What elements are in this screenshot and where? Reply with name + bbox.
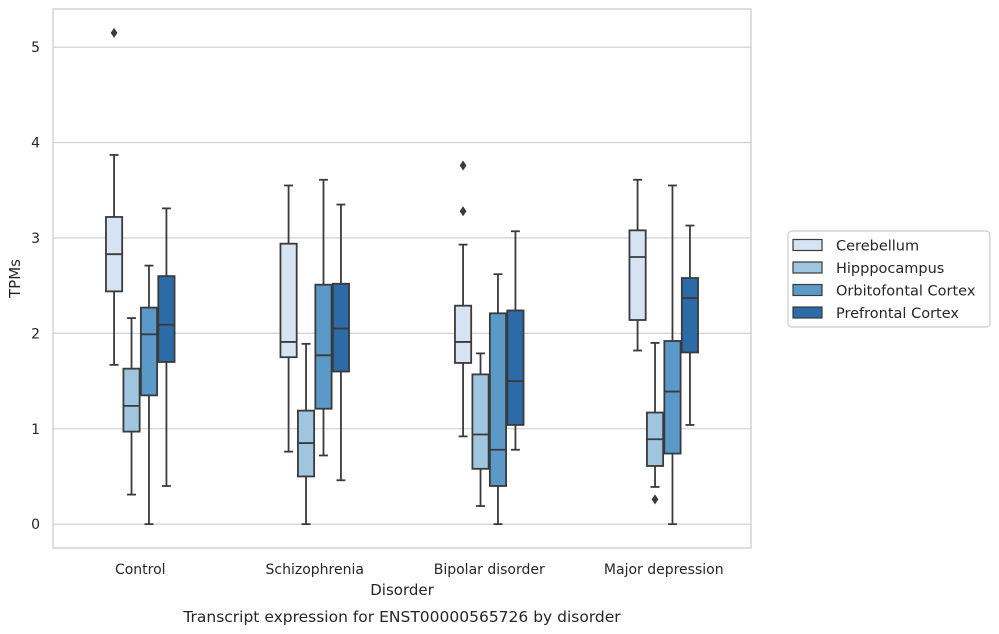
box-3-2: [663, 184, 682, 526]
box-iqr: [314, 283, 333, 410]
box-iqr: [454, 304, 473, 364]
outlier-point: [651, 494, 659, 505]
box-1-3: [331, 203, 350, 482]
legend-frame: [787, 230, 991, 328]
outlier-point: [459, 160, 467, 171]
y-tick-label: 3: [31, 231, 40, 247]
box-2-0: [454, 160, 473, 438]
legend-swatch: [792, 261, 823, 274]
legend-label: Prefrontal Cortex: [836, 306, 959, 322]
box-iqr: [122, 367, 141, 433]
box-2-2: [488, 273, 507, 526]
box-3-3: [680, 224, 699, 426]
legend-label: Orbitofontal Cortex: [836, 284, 976, 300]
box-iqr: [157, 275, 176, 363]
legend-swatch: [792, 283, 823, 297]
box-iqr: [506, 309, 525, 426]
x-tick-label: Schizophrenia: [266, 562, 364, 578]
legend-swatch: [792, 306, 823, 319]
outlier-point: [110, 27, 118, 38]
chart-caption: Transcript expression for ENST0000056572…: [182, 608, 621, 626]
legend: Cerebellum Hipppocampus Orbitofontal Corte…: [787, 230, 991, 328]
y-tick-labels: 0 1 2 3 4 5: [31, 40, 40, 533]
box-0-2: [139, 264, 158, 526]
box-1-1: [297, 342, 316, 526]
box-iqr: [471, 373, 490, 470]
box-iqr: [663, 340, 682, 455]
x-axis-label: Disorder: [370, 581, 434, 599]
box-1-2: [314, 178, 333, 457]
plot-frame: [52, 8, 752, 549]
box-iqr: [139, 306, 158, 397]
box-3-0: [628, 178, 647, 352]
box-iqr: [628, 229, 647, 321]
y-tick-label: 1: [31, 422, 40, 438]
boxes-layer: [105, 27, 699, 526]
box-iqr: [279, 242, 298, 359]
legend-label: Cerebellum: [836, 239, 919, 255]
x-tick-label: Bipolar disorder: [434, 562, 545, 578]
x-tick-label: Major depression: [604, 562, 724, 578]
box-1-0: [279, 184, 298, 453]
outlier-point: [459, 206, 467, 217]
box-iqr: [488, 312, 507, 487]
y-tick-label: 2: [31, 326, 40, 342]
y-tick-label: 0: [31, 517, 40, 533]
box-2-1: [471, 352, 490, 507]
x-tick-label: Control: [115, 562, 166, 578]
box-0-0: [105, 27, 124, 366]
y-axis-label: TPMs: [6, 259, 24, 299]
y-tick-label: 5: [31, 40, 40, 56]
box-2-3: [506, 230, 525, 451]
box-iqr: [680, 277, 699, 354]
box-iqr: [331, 282, 350, 373]
legend-swatch: [792, 238, 823, 252]
x-tick-labels: Control Schizophrenia Bipolar disorder Majo…: [115, 562, 724, 578]
y-tick-label: 4: [31, 136, 40, 152]
box-0-3: [157, 207, 176, 487]
legend-label: Hipppocampus: [836, 261, 944, 277]
box-3-1: [646, 341, 665, 505]
box-0-1: [122, 317, 141, 496]
